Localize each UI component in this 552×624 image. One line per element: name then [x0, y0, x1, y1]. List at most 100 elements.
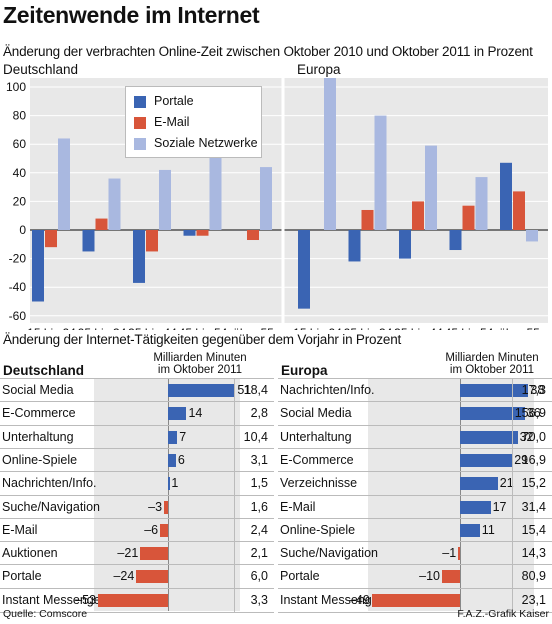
activity-change-value: –3 — [148, 499, 163, 514]
activity-row: Online-Spiele 6 3,1 — [0, 447, 274, 472]
chart-title: Zeitenwende im Internet — [3, 2, 260, 28]
activity-minutes-value: 15,4 — [521, 522, 546, 537]
activity-minutes-value: 18,4 — [243, 383, 268, 397]
minutes-column-divider — [512, 425, 513, 449]
minutes-column-divider — [234, 448, 235, 472]
activity-change-bar — [460, 430, 518, 444]
activity-row: E-Mail –6 2,4 — [0, 517, 274, 542]
activity-label: E-Commerce — [280, 452, 354, 467]
source-note: Quelle: Comscore — [3, 608, 88, 620]
activity-label: Instant Messengers — [280, 592, 390, 607]
bar-de-portale — [32, 230, 44, 302]
x-tick-label: 15 bis 24 — [293, 326, 342, 330]
activity-label: Nachrichten/Info. — [2, 476, 97, 491]
activity-change-bar — [460, 407, 525, 421]
plot-background — [30, 78, 548, 323]
activity-change-bar — [168, 407, 187, 421]
x-tick-label: über 55 — [233, 326, 274, 330]
activity-row: Unterhaltung 7 10,4 — [0, 424, 274, 449]
activity-label: Auktionen — [2, 546, 58, 561]
age-group-bar-chart: -60-40-2002040608010012015 bis 2425 bis … — [6, 78, 548, 330]
legend-label-social: Soziale Netzwerke — [154, 136, 258, 150]
activity-change-value: 11 — [481, 522, 495, 537]
bar-eu-email — [462, 205, 475, 230]
y-tick-label: 20 — [13, 194, 27, 208]
bar-de-social — [209, 142, 222, 230]
bar-de-email — [45, 230, 57, 248]
activity-change-bar — [168, 453, 176, 467]
activity-change-value: –49 — [348, 592, 370, 607]
y-tick-label: -40 — [9, 280, 27, 294]
minutes-column-divider — [512, 518, 513, 542]
bar-eu-portale — [449, 230, 462, 251]
activity-change-value: –6 — [144, 522, 159, 537]
activity-change-bar — [442, 570, 460, 584]
minutes-column-divider — [512, 495, 513, 519]
minutes-column-divider — [512, 588, 513, 612]
activity-change-value: 36 — [526, 406, 541, 421]
panel-region-title: Deutschland — [3, 363, 85, 378]
graphic-credit: F.A.Z.-Grafik Kaiser — [457, 608, 549, 620]
activity-minutes-value: 14,3 — [521, 546, 546, 561]
activity-change-value: 38 — [530, 383, 545, 397]
activity-change-bar — [168, 430, 178, 444]
y-tick-label: -60 — [9, 309, 27, 323]
activity-label: E-Mail — [2, 522, 38, 537]
bar-de-portale — [183, 230, 196, 236]
activity-label: Unterhaltung — [2, 429, 74, 444]
legend-swatch-social — [134, 138, 146, 150]
bar-de-social — [108, 178, 121, 230]
activity-label: Social Media — [2, 383, 74, 397]
bar-de-portale — [82, 230, 95, 252]
activity-row: Nachrichten/Info. 1 1,5 — [0, 471, 274, 496]
activity-label: Instant Messengers — [2, 592, 112, 607]
minutes-column-divider — [512, 472, 513, 496]
activity-change-bar — [460, 500, 491, 514]
bar-de-email — [196, 230, 209, 236]
minutes-column-divider — [234, 495, 235, 519]
activity-minutes-value: 10,4 — [243, 429, 268, 444]
activity-change-value: –10 — [419, 569, 440, 584]
region-label-europa: Europa — [297, 62, 341, 77]
activity-change-bar — [164, 500, 168, 514]
bar-eu-email — [513, 191, 525, 230]
minutes-header-line: Milliarden Minuten — [153, 352, 247, 364]
minutes-column-divider — [234, 379, 235, 402]
x-tick-label: 15 bis 24 — [27, 326, 76, 330]
activity-label: Portale — [280, 569, 320, 584]
y-tick-label: 100 — [6, 80, 26, 94]
legend-swatch-email — [134, 117, 146, 129]
activity-minutes-value: 15,2 — [521, 476, 546, 491]
activity-minutes-value: 1,6 — [250, 499, 268, 514]
activity-minutes-value: 2,1 — [250, 546, 268, 561]
legend-swatch-portale — [134, 96, 146, 108]
y-tick-label: 40 — [13, 166, 27, 180]
activity-change-value: 17 — [492, 499, 507, 514]
activity-change-value: –24 — [113, 569, 135, 584]
activity-minutes-value: 2,8 — [250, 406, 268, 421]
activity-label: Verzeichnisse — [280, 476, 358, 491]
activity-row: Nachrichten/Info. 38 17,3 — [278, 378, 552, 402]
minutes-column-divider — [234, 472, 235, 496]
minutes-header-line: im Oktober 2011 — [157, 364, 243, 376]
activities-panel-deutschland: Deutschland Milliarden Minuten im Oktober … — [0, 350, 274, 613]
activity-row: Auktionen –21 2,1 — [0, 541, 274, 566]
bar-eu-social — [425, 145, 437, 230]
activity-change-bar — [371, 593, 460, 607]
activity-label: Suche/Navigation — [2, 499, 100, 514]
activity-row: Verzeichnisse 21 15,2 — [278, 471, 552, 496]
chart-legend: Portale E-Mail Soziale Netzwerke — [125, 86, 262, 158]
activity-minutes-value: 17,3 — [521, 383, 546, 397]
bar-eu-portale — [399, 230, 411, 259]
activity-change-bar — [168, 384, 236, 397]
bar-de-email — [146, 230, 158, 252]
activity-row: Suche/Navigation –3 1,6 — [0, 494, 274, 519]
activity-change-bar — [168, 477, 170, 491]
activity-row: Unterhaltung 32 70,0 — [278, 424, 552, 449]
minutes-column-divider — [512, 565, 513, 589]
minutes-column-divider — [234, 565, 235, 589]
minutes-column-divider — [512, 542, 513, 566]
section-title-activities: Änderung der Internet-Tätigkeiten gegenü… — [3, 332, 402, 347]
panel-region-title: Europa — [281, 363, 328, 378]
activity-change-value: –1 — [442, 546, 457, 561]
